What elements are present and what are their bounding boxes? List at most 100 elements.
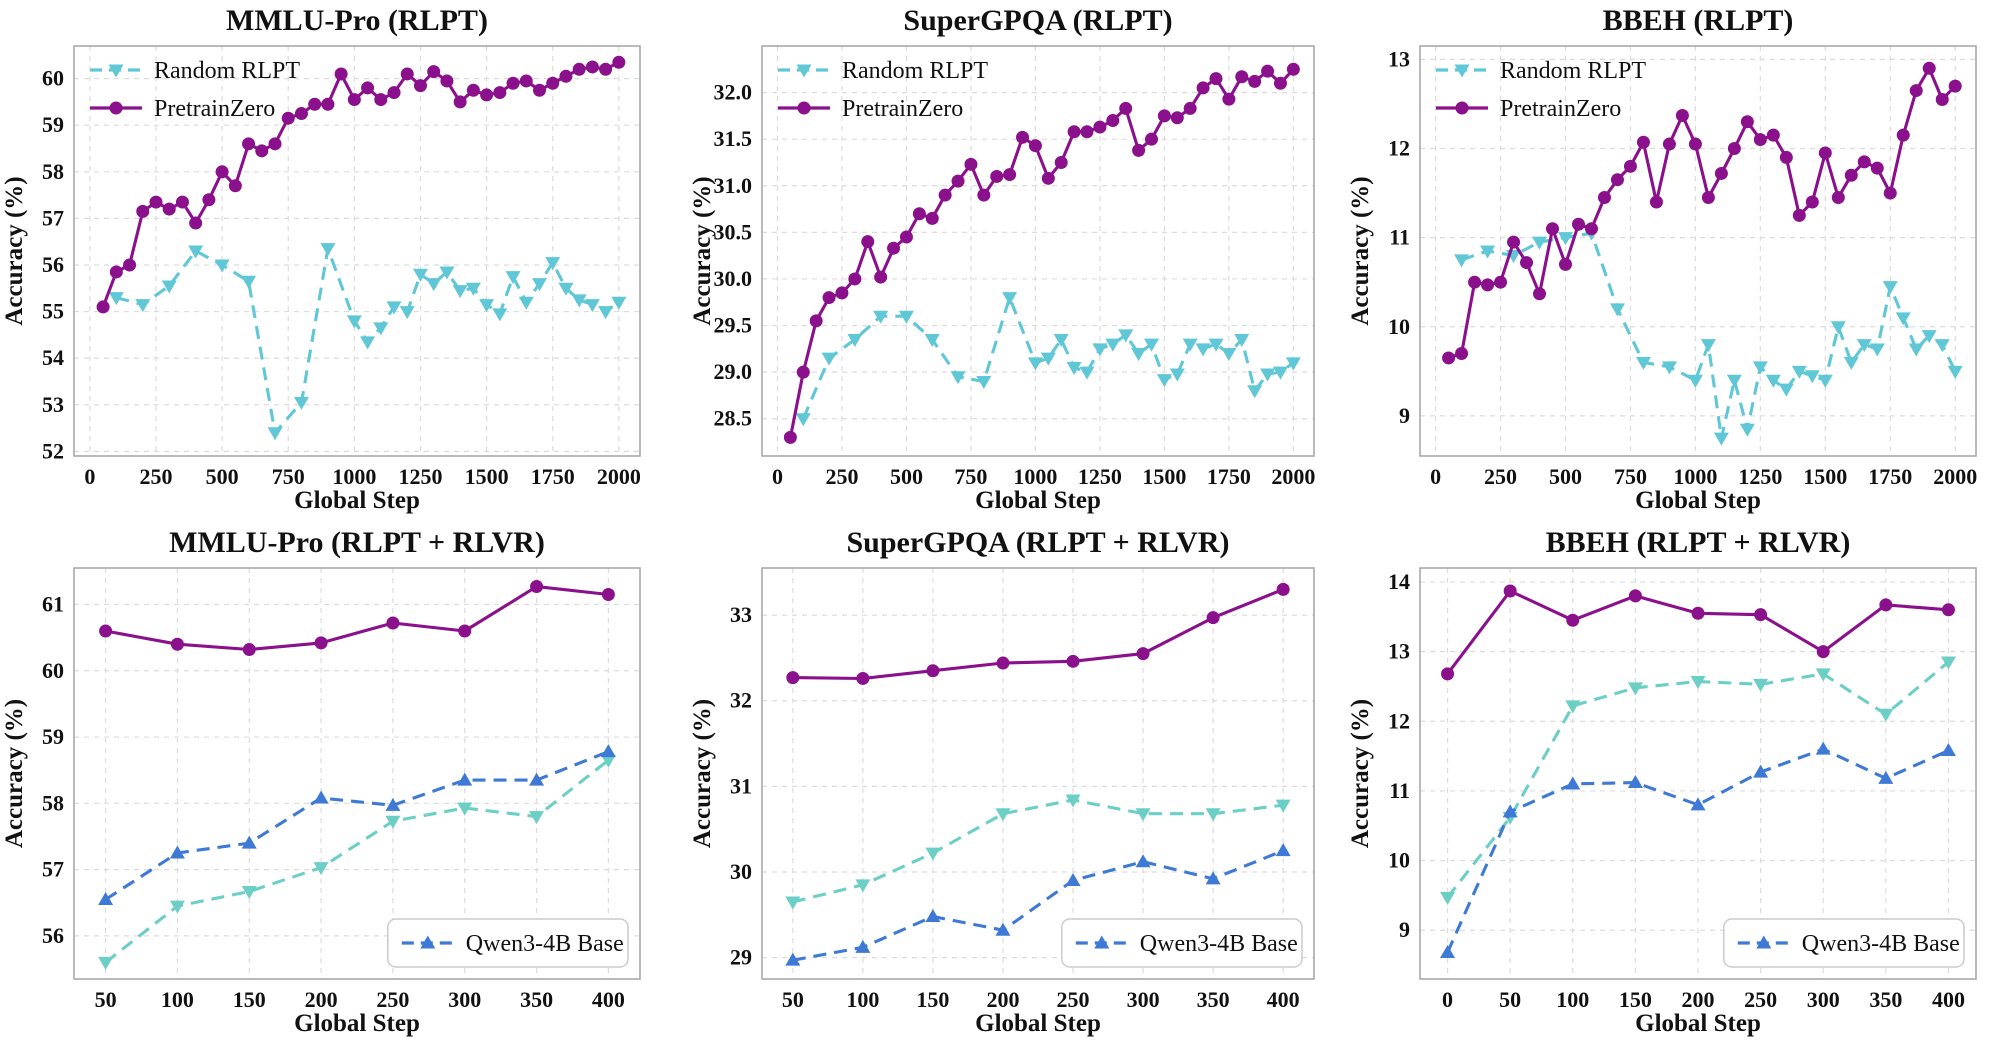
data-point-marker (1691, 606, 1705, 620)
data-point-marker (912, 207, 926, 221)
data-point-marker (1135, 808, 1151, 822)
y-tick-label: 11 (1389, 778, 1410, 803)
y-axis-label: Accuracy (%) (1, 176, 28, 325)
series-line (792, 587, 1284, 681)
data-point-marker (440, 74, 454, 88)
data-point-marker (1727, 142, 1741, 155)
data-point-marker (1016, 130, 1030, 144)
data-point-marker (1135, 854, 1151, 868)
data-point-marker (314, 636, 328, 650)
legend-label: Random RLPT (154, 58, 300, 84)
data-point-marker (559, 69, 573, 83)
data-point-marker (1857, 155, 1871, 169)
data-point-marker (964, 157, 978, 171)
legend-marker (1455, 101, 1469, 115)
data-point-marker (241, 835, 257, 849)
data-point-marker (1156, 374, 1172, 388)
x-tick-label: 200 (986, 987, 1019, 1012)
y-tick-label: 31.5 (714, 126, 753, 151)
data-point-marker (1571, 217, 1585, 231)
series-line (104, 758, 610, 964)
data-point-marker (1766, 128, 1780, 142)
bbeh_rlvr-svg: 0 50 100 150 200 250 300 350 400 9 10 11 12 13 14 BBEH … (1340, 522, 2000, 1045)
legend (1061, 918, 1303, 968)
data-point-marker (1882, 281, 1898, 295)
data-point-marker (268, 137, 282, 151)
data-point-marker (1003, 168, 1017, 182)
y-axis-label: Accuracy (%) (1347, 699, 1374, 848)
y-tick-label: 30 (730, 859, 752, 884)
data-point-marker (785, 952, 801, 966)
legend-label: Qwen3-4B Base (1802, 931, 1960, 957)
data-point-marker (1066, 654, 1080, 668)
y-tick-label: 31 (730, 773, 752, 798)
x-axis-label: Global Step (975, 487, 1101, 514)
data-point-marker (1947, 365, 1963, 379)
y-tick-label: 14 (1388, 569, 1410, 594)
y-tick-label: 57 (42, 857, 64, 882)
data-point-marker (373, 322, 389, 336)
data-point-marker (1883, 186, 1897, 200)
y-tick-label: 56 (42, 923, 64, 948)
data-point-marker (1067, 125, 1081, 139)
data-point-marker (938, 188, 952, 202)
data-point-marker (1623, 159, 1637, 173)
data-point-marker (874, 270, 888, 284)
y-tick-label: 57 (42, 205, 64, 230)
series-line (788, 68, 1295, 438)
data-point-marker (855, 879, 871, 893)
data-point-marker (281, 111, 295, 125)
y-tick-label: 28.5 (714, 406, 753, 431)
series-pretrainzero (783, 62, 1300, 444)
data-point-marker (136, 204, 150, 218)
x-tick-label: 50 (782, 987, 804, 1012)
data-point-marker (1285, 357, 1301, 371)
y-tick-label: 52 (42, 438, 64, 463)
legend-label: Qwen3-4B Base (466, 931, 624, 957)
x-tick-label: 50 (95, 987, 117, 1012)
y-tick-label: 11 (1389, 225, 1410, 250)
legend-frame (1061, 918, 1303, 968)
legend-marker (796, 64, 812, 78)
chart-title: MMLU-Pro (RLPT) (226, 4, 488, 37)
legend-label: Random RLPT (842, 58, 988, 84)
data-point-marker (255, 144, 269, 158)
legend (778, 64, 830, 115)
y-tick-label: 30.0 (714, 266, 753, 291)
data-point-marker (1494, 275, 1508, 289)
data-point-marker (1752, 361, 1768, 375)
data-point-marker (1856, 339, 1872, 353)
legend-marker (1756, 935, 1772, 949)
data-point-marker (1675, 109, 1689, 123)
legend-marker (1454, 64, 1470, 78)
data-point-marker (346, 315, 362, 329)
data-point-marker (123, 258, 137, 272)
x-tick-label: 1250 (398, 464, 442, 489)
data-point-marker (1208, 338, 1224, 352)
data-point-marker (1753, 764, 1769, 778)
x-tick-label: 1750 (1868, 464, 1912, 489)
data-point-marker (924, 334, 940, 348)
x-tick-label: 400 (1267, 987, 1300, 1012)
data-point-marker (1132, 143, 1146, 157)
x-tick-label: 350 (520, 987, 553, 1012)
x-tick-label: 250 (825, 464, 858, 489)
data-point-marker (361, 81, 375, 95)
x-tick-label: 0 (772, 464, 783, 489)
data-point-marker (611, 296, 627, 310)
data-point-marker (506, 76, 520, 90)
x-tick-label: 500 (890, 464, 923, 489)
x-tick-label: 0 (1430, 464, 1441, 489)
legend (387, 918, 629, 968)
data-point-marker (1119, 101, 1133, 115)
series-line (1446, 747, 1950, 954)
data-point-marker (1234, 334, 1250, 348)
series-qwen3-4b-base (98, 744, 616, 905)
data-point-marker (950, 371, 966, 385)
x-tick-label: 2000 (1933, 464, 1977, 489)
chart-supergpqa-rlpt-rlvr: 50 100 150 200 250 300 350 400 29 30 31 32 33 SuperGP… (660, 522, 1340, 1045)
data-point-marker (951, 174, 965, 188)
data-point-marker (385, 815, 401, 829)
data-point-marker (98, 956, 114, 970)
